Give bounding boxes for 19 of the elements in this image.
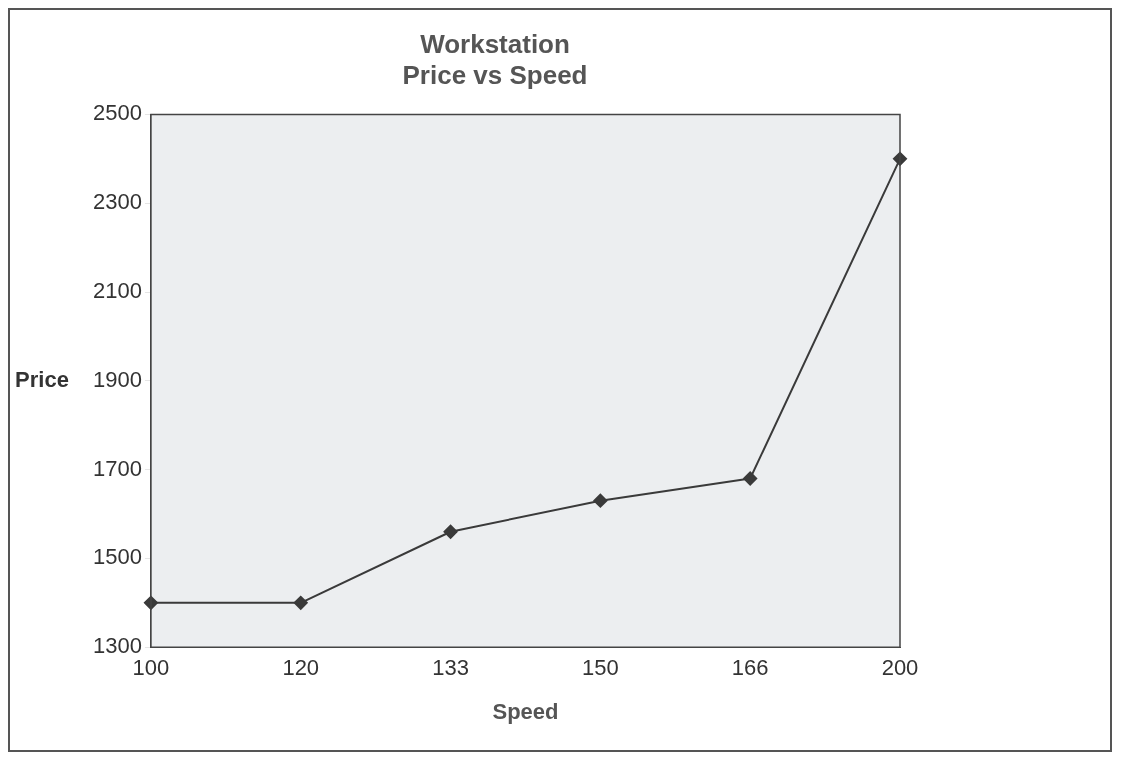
y-tick-label: 2100 — [92, 278, 142, 304]
y-tick-label: 1700 — [92, 455, 142, 481]
point — [293, 595, 308, 610]
point — [443, 524, 458, 539]
point — [743, 471, 758, 486]
y-tick-label: 2500 — [92, 100, 142, 126]
x-tick-label: 166 — [731, 655, 769, 681]
text: Price vs Speed — [402, 59, 588, 90]
text: Workstation — [420, 28, 570, 59]
x-tick-label: 133 — [432, 655, 469, 681]
point — [593, 493, 608, 508]
x-tick-label: 200 — [881, 655, 919, 681]
x-tick-label: 120 — [282, 655, 320, 681]
y-tick-label: 2300 — [92, 189, 142, 215]
x-tick-label: 150 — [582, 655, 619, 681]
x-axis-title: Speed — [492, 698, 559, 724]
y-tick-label: 1900 — [92, 366, 142, 392]
y-tick-label: 1500 — [92, 544, 142, 570]
y-axis-title: Price — [15, 366, 69, 392]
